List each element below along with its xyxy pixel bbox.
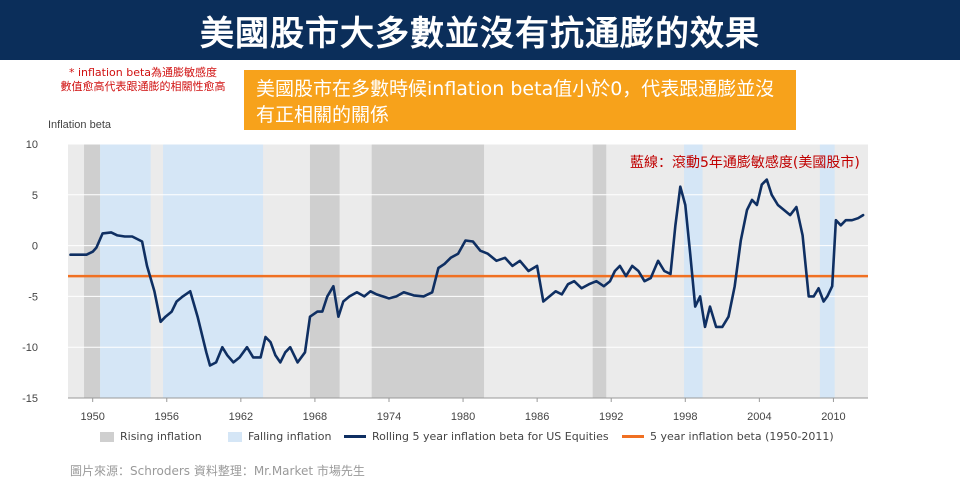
y-tick-label: -5 bbox=[28, 291, 38, 303]
falling-inflation-band bbox=[100, 144, 151, 398]
legend-rising: Rising inflation bbox=[100, 430, 202, 443]
x-tick-label: 1974 bbox=[377, 411, 401, 423]
x-tick-label: 1950 bbox=[80, 411, 104, 423]
legend-rolling-label: Rolling 5 year inflation beta for US Equ… bbox=[372, 430, 609, 443]
x-tick-label: 1986 bbox=[525, 411, 549, 423]
rising-inflation-band bbox=[592, 144, 607, 398]
footnote-line-2: 數值愈高代表跟通膨的相關性愈高 bbox=[60, 80, 226, 93]
callout-text: 美國股市在多數時候inflation beta值小於0，代表跟通膨並沒有正相關的… bbox=[256, 78, 775, 126]
falling-inflation-band bbox=[819, 144, 835, 398]
source-credit: 圖片來源：Schroders 資料整理：Mr.Market 市場先生 bbox=[70, 464, 365, 478]
legend-reference-swatch bbox=[622, 435, 644, 438]
x-tick-label: 1962 bbox=[229, 411, 253, 423]
title-bar: 美國股市大多數並沒有抗通膨的效果 bbox=[0, 0, 960, 60]
legend: Rising inflation Falling inflation Rolli… bbox=[0, 430, 960, 448]
x-tick-label: 1980 bbox=[451, 411, 475, 423]
legend-reference-label: 5 year inflation beta (1950-2011) bbox=[650, 430, 834, 443]
page-title: 美國股市大多數並沒有抗通膨的效果 bbox=[200, 13, 760, 54]
y-tick-label: 10 bbox=[26, 139, 38, 151]
legend-rolling: Rolling 5 year inflation beta for US Equ… bbox=[344, 430, 609, 443]
rising-inflation-band bbox=[371, 144, 485, 398]
callout-box: 美國股市在多數時候inflation beta值小於0，代表跟通膨並沒有正相關的… bbox=[244, 70, 796, 130]
legend-falling-label: Falling inflation bbox=[248, 430, 332, 443]
x-tick-label: 1956 bbox=[155, 411, 179, 423]
y-axis-label: Inflation beta bbox=[48, 119, 112, 131]
legend-rising-swatch bbox=[100, 431, 114, 442]
legend-rising-label: Rising inflation bbox=[120, 430, 202, 443]
rising-inflation-band bbox=[309, 144, 340, 398]
x-tick-label: 2004 bbox=[747, 411, 771, 423]
y-tick-label: 5 bbox=[32, 190, 38, 202]
x-tick-label: 1998 bbox=[673, 411, 697, 423]
falling-inflation-band bbox=[684, 144, 703, 398]
falling-inflation-band bbox=[163, 144, 264, 398]
y-tick-label: -10 bbox=[22, 342, 38, 354]
x-tick-label: 1992 bbox=[599, 411, 623, 423]
y-tick-label: -15 bbox=[22, 393, 38, 405]
footnote: * inflation beta為通膨敏感度 數值愈高代表跟通膨的相關性愈高 bbox=[28, 66, 258, 94]
rolling-beta-line bbox=[69, 178, 865, 367]
chart: 10 5 0 -5 -10 -15 Inflation beta 1950 1956 1962 19… bbox=[22, 119, 868, 423]
legend-falling: Falling inflation bbox=[228, 430, 331, 443]
y-tick-label: 0 bbox=[32, 241, 38, 253]
legend-falling-swatch bbox=[228, 431, 242, 442]
x-tick-label: 2010 bbox=[821, 411, 845, 423]
footnote-line-1: * inflation beta為通膨敏感度 bbox=[68, 66, 218, 79]
rising-inflation-band bbox=[84, 144, 101, 398]
x-tick-label: 1968 bbox=[303, 411, 327, 423]
series-note: 藍線：滾動5年通膨敏感度(美國股市) bbox=[630, 155, 860, 171]
legend-rolling-swatch bbox=[344, 435, 366, 438]
legend-reference: 5 year inflation beta (1950-2011) bbox=[622, 430, 834, 443]
